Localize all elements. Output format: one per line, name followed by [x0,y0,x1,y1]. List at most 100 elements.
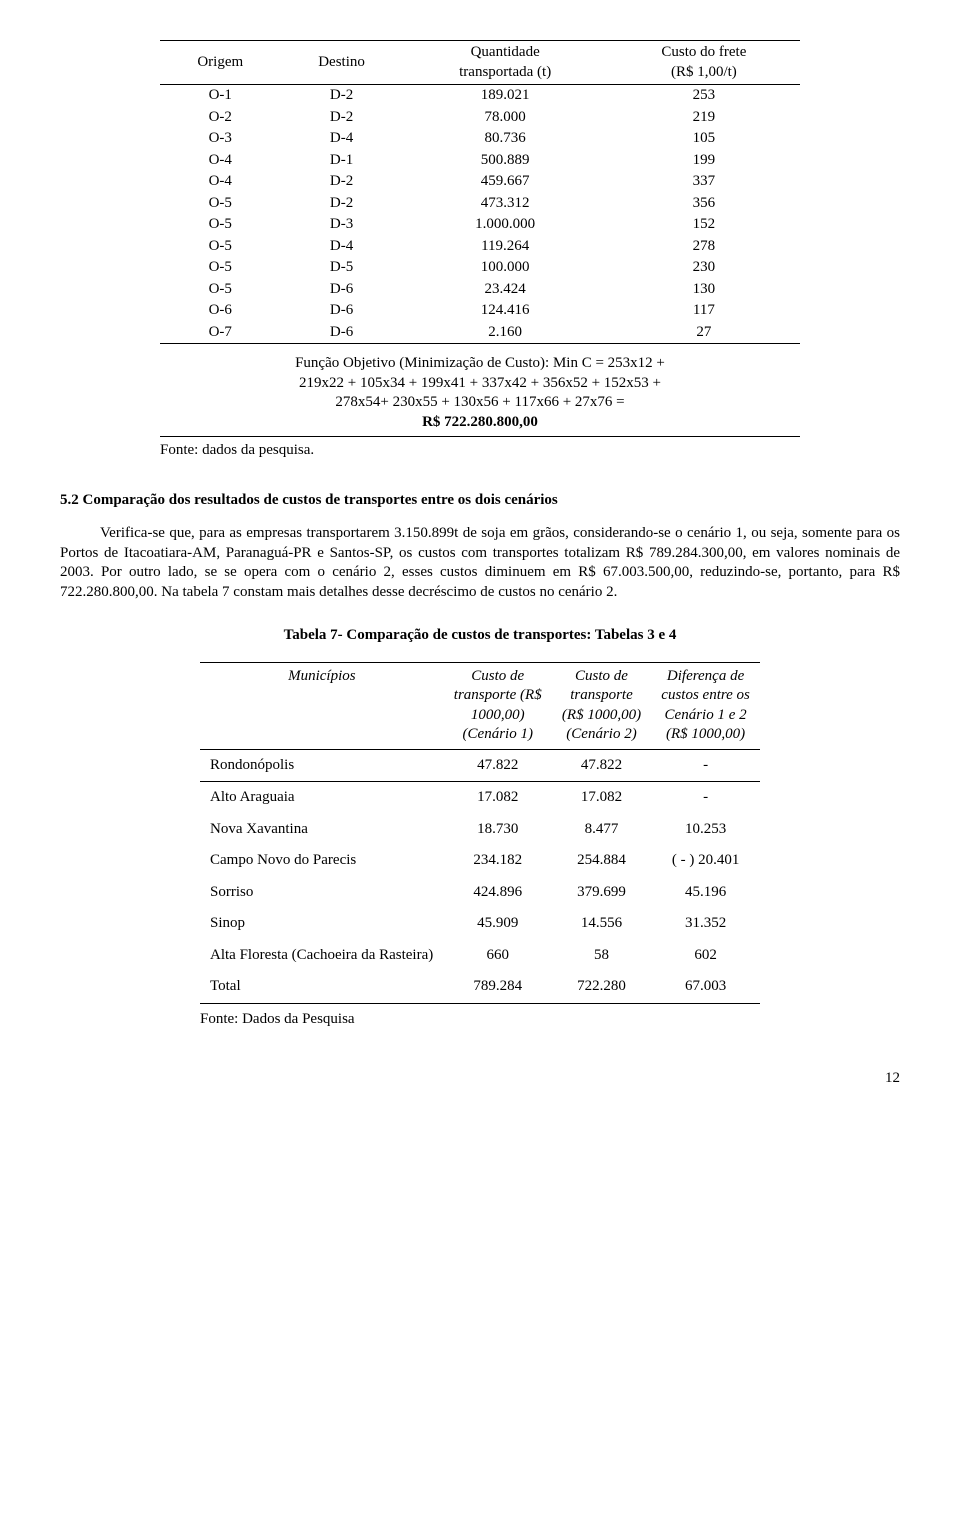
table-cell: 8.477 [552,814,651,846]
th-text: Diferença de [667,668,744,684]
table-cell: D-5 [281,257,403,279]
page-number: 12 [60,1069,900,1089]
table2-source: Fonte: Dados da Pesquisa [200,1010,760,1030]
table-cell: D-1 [281,150,403,172]
th-text: (R$ 1000,00) [562,707,641,723]
table-cell: 47.822 [552,749,651,782]
table-cell: 254.884 [552,845,651,877]
table-cell: 23.424 [403,279,608,301]
table2-caption: Tabela 7- Comparação de custos de transp… [60,626,900,646]
col-diferenca: Diferença de custos entre os Cenário 1 e… [651,662,760,749]
table-cell: D-2 [281,107,403,129]
th-text: (Cenário 2) [566,726,636,742]
table-cell: 379.699 [552,877,651,909]
table-cell: 31.352 [651,908,760,940]
th-text: transporte (R$ [454,687,542,703]
table-cell: 660 [444,940,552,972]
table-cell: 219 [608,107,800,129]
table-cell: D-3 [281,214,403,236]
table-row: O-4D-1500.889199 [160,150,800,172]
table-cell: 473.312 [403,193,608,215]
table-row: Rondonópolis47.82247.822- [200,749,760,782]
table-row: O-1D-2189.021253 [160,85,800,107]
table-cell: 278 [608,236,800,258]
table-cell: D-2 [281,193,403,215]
th-text: (Cenário 1) [463,726,533,742]
table-cell: 124.416 [403,300,608,322]
table-cell: - [651,782,760,814]
th-text: custos entre os [661,687,750,703]
table-cell: 27 [608,322,800,344]
table-cell: 253 [608,85,800,107]
th-text: Custo do frete [661,44,746,60]
table-cell: 105 [608,128,800,150]
table1-source: Fonte: dados da pesquisa. [160,441,800,461]
table-cell: 500.889 [403,150,608,172]
table-cell: D-4 [281,128,403,150]
objective-function: Função Objetivo (Minimização de Custo): … [160,350,800,437]
table-cell: 67.003 [651,971,760,1003]
table-cell: O-7 [160,322,281,344]
th-text: Origem [197,54,243,70]
body-paragraph: Verifica-se que, para as empresas transp… [60,524,900,602]
table-cell: Campo Novo do Parecis [200,845,444,877]
table-cell: ( - ) 20.401 [651,845,760,877]
table-cell: 199 [608,150,800,172]
table-cell: 117 [608,300,800,322]
comparison-table: Municípios Custo de transporte (R$ 1000,… [200,662,760,1004]
table-row: Sinop45.90914.55631.352 [200,908,760,940]
table-cell: 356 [608,193,800,215]
objfunc-result: R$ 722.280.800,00 [422,414,538,430]
table-cell: Nova Xavantina [200,814,444,846]
table-cell: Sinop [200,908,444,940]
table-cell: 45.196 [651,877,760,909]
table-cell: 789.284 [444,971,552,1003]
table-cell: 234.182 [444,845,552,877]
table-cell: O-5 [160,257,281,279]
table-cell: 119.264 [403,236,608,258]
table-cell: D-6 [281,300,403,322]
table-row: O-2D-278.000219 [160,107,800,129]
table-cell: O-6 [160,300,281,322]
table-cell: D-2 [281,85,403,107]
th-text: (R$ 1000,00) [666,726,745,742]
table-cell: O-2 [160,107,281,129]
th-text: Cenário 1 e 2 [665,707,747,723]
table-cell: Alta Floresta (Cachoeira da Rasteira) [200,940,444,972]
table-cell: 10.253 [651,814,760,846]
table-row: O-5D-623.424130 [160,279,800,301]
th-text: Custo de [575,668,628,684]
table-cell: 45.909 [444,908,552,940]
th-text: transporte [570,687,633,703]
table-cell: O-4 [160,171,281,193]
table-cell: 47.822 [444,749,552,782]
table-row: Total789.284722.28067.003 [200,971,760,1003]
table-cell: 337 [608,171,800,193]
table-cell: 18.730 [444,814,552,846]
col-origem: Origem [160,41,281,85]
table-row: Alta Floresta (Cachoeira da Rasteira)660… [200,940,760,972]
table-row: O-5D-2473.312356 [160,193,800,215]
table-cell: - [651,749,760,782]
table-cell: D-6 [281,279,403,301]
table-cell: 230 [608,257,800,279]
table-row: Campo Novo do Parecis234.182254.884( - )… [200,845,760,877]
th-text: 1000,00) [471,707,525,723]
table-row: Sorriso424.896379.69945.196 [200,877,760,909]
table-cell: Rondonópolis [200,749,444,782]
table-cell: Total [200,971,444,1003]
col-custo2: Custo de transporte (R$ 1000,00) (Cenári… [552,662,651,749]
th-text: Destino [318,54,365,70]
table-row: O-5D-31.000.000152 [160,214,800,236]
table-cell: O-5 [160,193,281,215]
table-cell: O-4 [160,150,281,172]
table-cell: 14.556 [552,908,651,940]
freight-table: Origem Destino Quantidade transportada (… [160,40,800,344]
table-cell: 602 [651,940,760,972]
table-cell: 1.000.000 [403,214,608,236]
table-cell: D-6 [281,322,403,344]
objfunc-line: 219x22 + 105x34 + 199x41 + 337x42 + 356x… [299,375,661,391]
table-row: O-3D-480.736105 [160,128,800,150]
table-cell: 459.667 [403,171,608,193]
table-cell: 17.082 [444,782,552,814]
